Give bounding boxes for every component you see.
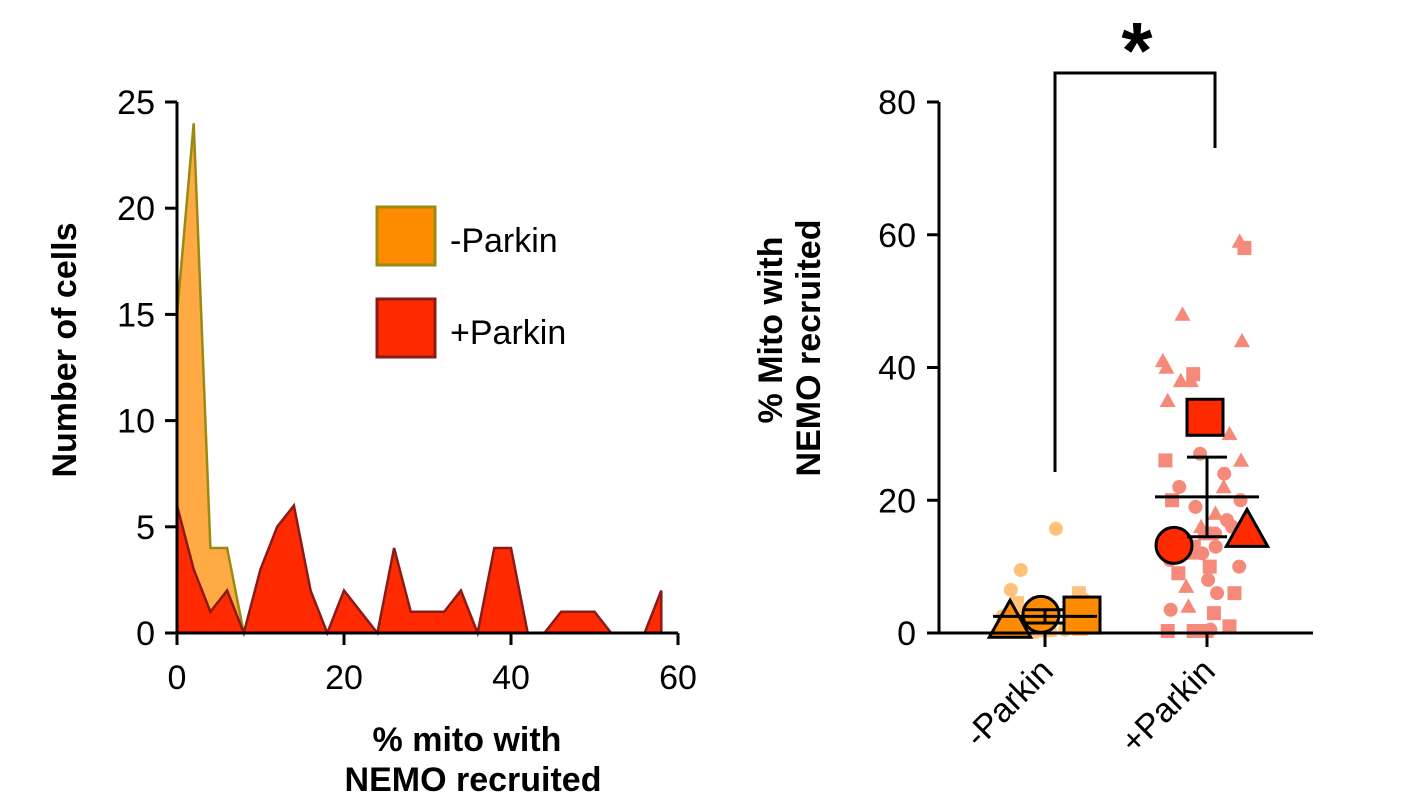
cell-point-plus-parkin	[1233, 452, 1250, 467]
histogram-areas	[175, 123, 663, 638]
dotplot-panel: 0 20 40 60 80 -Parkin +Parkin % Mito with NEM…	[752, 6, 1313, 761]
cell-point-plus-parkin	[1203, 622, 1218, 637]
dot-y-tick-label: 60	[878, 217, 916, 255]
cell-point-plus-parkin	[1195, 546, 1210, 561]
cell-point-plus-parkin	[1159, 392, 1176, 407]
cell-point-plus-parkin	[1201, 572, 1216, 587]
cell-point-plus-parkin	[1193, 518, 1210, 534]
cell-point-plus-parkin	[1174, 306, 1191, 321]
significance-bracket	[1053, 71, 1217, 472]
legend-label-minus-parkin: -Parkin	[450, 222, 558, 260]
replicate-mean-tri	[1223, 506, 1271, 548]
cell-point-plus-parkin	[1231, 233, 1248, 248]
cell-point-plus-parkin	[1217, 466, 1232, 481]
cell-point-plus-parkin	[1210, 586, 1225, 601]
replicate-mean-circle	[1154, 525, 1194, 565]
hist-x-tick-label: 20	[325, 659, 363, 697]
hist-x-ticks: 0 20 40 60	[168, 633, 697, 697]
cell-point-plus-parkin	[1227, 586, 1242, 601]
cell-point-plus-parkin	[1207, 505, 1224, 520]
cell-point-plus-parkin	[1207, 526, 1222, 541]
hist-y-tick-label: 25	[117, 84, 155, 122]
cell-point-plus-parkin	[1171, 566, 1186, 581]
replicate-mean-square	[1185, 397, 1225, 437]
cell-point-minus-parkin	[1013, 562, 1028, 577]
hist-x-axis-title-line1: % mito with	[373, 721, 562, 759]
cell-point-plus-parkin	[1232, 559, 1247, 574]
cell-point-plus-parkin	[1208, 539, 1223, 554]
hist-y-tick-label: 10	[117, 403, 155, 441]
dot-y-tick-label: 0	[897, 615, 916, 653]
dot-y-axis-title-line2: NEMO recruited	[790, 220, 828, 477]
cell-point-plus-parkin	[1163, 602, 1178, 617]
cell-point-plus-parkin	[1222, 619, 1237, 634]
cell-point-plus-parkin	[1158, 453, 1173, 468]
hist-x-tick-label: 0	[168, 659, 187, 697]
cell-point-plus-parkin	[1221, 425, 1238, 441]
dot-x-tick-label: -Parkin	[958, 652, 1061, 755]
dot-y-tick-label: 20	[878, 482, 916, 520]
cell-point-plus-parkin	[1202, 559, 1217, 574]
hist-x-tick-label: 40	[492, 659, 530, 697]
dot-y-tick-label: 40	[878, 350, 916, 388]
cell-point-plus-parkin	[1233, 332, 1251, 348]
replicate-mean-circle	[1021, 594, 1061, 634]
significance-marker: *	[1121, 6, 1153, 95]
hist-x-tick-label: 60	[659, 659, 697, 697]
cell-point-plus-parkin	[1172, 479, 1187, 494]
cell-point-plus-parkin	[1158, 359, 1175, 374]
dot-y-ticks: 0 20 40 60 80	[878, 84, 939, 653]
hist-y-tick-label: 20	[117, 190, 155, 228]
area-series-plus-parkin	[175, 502, 663, 638]
dot-y-tick-label: 80	[878, 84, 916, 122]
cell-point-plus-parkin	[1193, 446, 1208, 461]
cell-point-plus-parkin	[1188, 499, 1203, 514]
hist-x-axis-title-line2: NEMO recruited	[345, 761, 602, 798]
cell-point-plus-parkin	[1206, 606, 1221, 621]
cell-point-minus-parkin	[1048, 521, 1063, 536]
dot-x-tick-label: +Parkin	[1114, 652, 1223, 761]
dotplot-mean-sem-bars	[993, 455, 1259, 625]
cell-point-plus-parkin	[1186, 624, 1201, 639]
cell-point-minus-parkin	[1003, 582, 1018, 597]
legend-swatch-minus-parkin	[375, 205, 437, 267]
cell-point-plus-parkin	[1219, 513, 1234, 528]
cell-point-plus-parkin	[1215, 478, 1232, 494]
legend-label-plus-parkin: +Parkin	[450, 314, 566, 352]
histogram-panel: 0 5 10 15 20 25 0 20 40 60 Number of cells % mit…	[46, 84, 697, 798]
dot-x-ticks: -Parkin +Parkin	[958, 633, 1223, 761]
hist-y-axis-title: Number of cells	[46, 222, 84, 477]
cell-point-plus-parkin	[1233, 493, 1248, 508]
hist-y-tick-label: 15	[117, 296, 155, 334]
hist-y-ticks: 0 5 10 15 20 25	[117, 84, 177, 653]
cell-point-plus-parkin	[1160, 624, 1175, 639]
cell-point-plus-parkin	[1178, 578, 1195, 593]
hist-y-tick-label: 5	[136, 509, 155, 547]
replicate-mean-tri	[986, 597, 1034, 639]
dot-y-axis-title-line1: % Mito with	[752, 237, 790, 424]
legend-swatch-plus-parkin	[375, 297, 437, 359]
cell-point-plus-parkin	[1165, 493, 1180, 508]
hist-legend: -Parkin +Parkin	[375, 205, 566, 359]
cell-point-plus-parkin	[1172, 372, 1189, 388]
cell-point-plus-parkin	[1180, 598, 1197, 613]
hist-y-tick-label: 0	[136, 615, 155, 653]
